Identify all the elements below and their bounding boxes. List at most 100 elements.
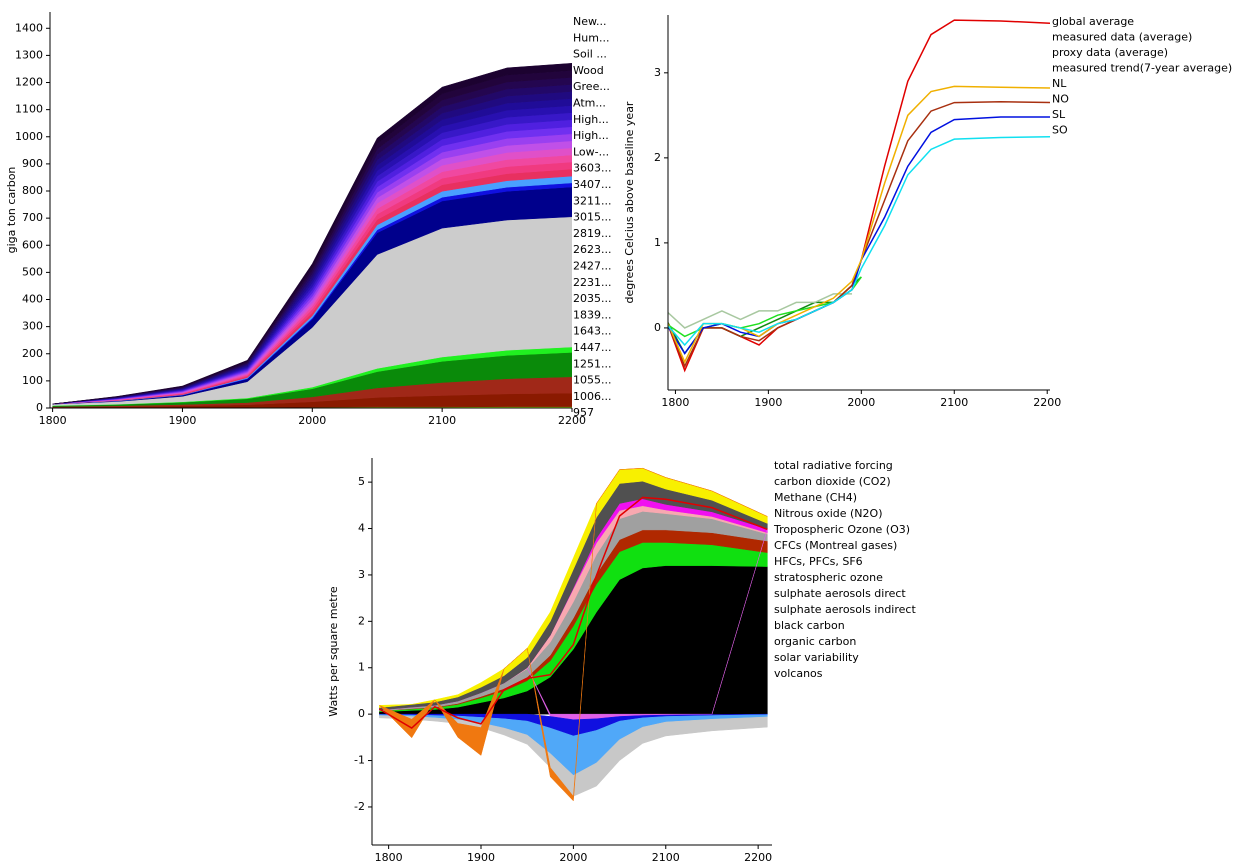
legend-label: High... [573,129,609,142]
x-tick-label: 1800 [375,851,403,864]
x-tick-label: 2200 [1033,396,1061,409]
legend-label: 3211... [573,194,611,207]
legend-label: organic carbon [774,635,856,648]
y-tick-label: 300 [22,320,43,333]
legend-label: SL [1052,108,1066,121]
y-axis-label: Watts per square metre [327,586,340,717]
legend-label: carbon dioxide (CO2) [774,475,891,488]
legend-label: SO [1052,124,1068,137]
y-tick-label: 0 [654,321,661,334]
legend-label: CFCs (Montreal gases) [774,539,897,552]
y-tick-label: 400 [22,293,43,306]
line [668,19,1050,373]
y-tick-label: 2 [654,151,661,164]
x-tick-label: 2000 [298,414,326,427]
y-tick-label: 1200 [15,76,43,89]
legend-label: sulphate aerosols direct [774,587,906,600]
legend-label: measured data (average) [1052,31,1192,44]
x-tick-label: 2100 [940,396,968,409]
line [668,116,1050,355]
legend-label: Low-... [573,145,609,158]
legend-label: measured trend(7-year average) [1052,62,1232,75]
x-tick-label: 2200 [558,414,586,427]
legend-label: 1643... [573,325,611,338]
y-tick-label: -1 [354,754,365,767]
x-tick-label: 1800 [39,414,67,427]
legend-label: black carbon [774,619,845,632]
legend-label: Nitrous oxide (N2O) [774,507,882,520]
x-tick-label: 1800 [661,396,689,409]
legend-label: sulphate aerosols indirect [774,603,916,616]
y-tick-label: -2 [354,800,365,813]
legend-label: solar variability [774,651,859,664]
legend-label: 1839... [573,308,611,321]
y-tick-label: 800 [22,184,43,197]
legend-label: total radiative forcing [774,459,893,472]
legend-label: 3407... [573,178,611,191]
legend-label: Tropospheric Ozone (O3) [773,523,910,536]
line [668,276,862,355]
legend-label: 1251... [573,357,611,370]
legend-label: 2231... [573,276,611,289]
legend-label: Wood [573,64,604,77]
plot-area [668,19,1050,373]
x-tick-label: 1900 [168,414,196,427]
legend-label: NO [1052,93,1069,106]
y-tick-label: 600 [22,238,43,251]
x-tick-label: 1900 [467,851,495,864]
y-tick-label: 100 [22,374,43,387]
legend-label: 1447... [573,341,611,354]
legend-label: Gree... [573,80,610,93]
legend-label: 3015... [573,211,611,224]
y-tick-label: 2 [358,614,365,627]
area [52,63,572,405]
x-tick-label: 2000 [847,396,875,409]
legend-label: NL [1052,77,1067,90]
legend-label: Soil ... [573,48,607,61]
legend-label: 957 [573,406,594,419]
line [668,100,1050,369]
x-tick-label: 1900 [754,396,782,409]
legend-label: volcanos [774,667,823,680]
legend-label: Methane (CH4) [774,491,857,504]
plot-area [52,63,572,408]
line [668,293,853,329]
y-axis-label: giga ton carbon [5,167,18,254]
y-tick-label: 0 [358,707,365,720]
y-tick-label: 4 [358,522,365,535]
x-tick-label: 2100 [652,851,680,864]
y-tick-label: 700 [22,211,43,224]
y-tick-label: 200 [22,347,43,360]
y-tick-label: 1 [654,236,661,249]
x-tick-label: 2200 [744,851,772,864]
y-axis-label: degrees Celcius above baseline year [623,101,636,303]
legend-label: HFCs, PFCs, SF6 [774,555,863,568]
chart: -2 -1 0 1 2 3 4 5 1800 1900 2000 2100 2200 Watts per … [327,458,916,864]
y-tick-label: 900 [22,157,43,170]
chart: 0 100 200 300 400 500 600 700 800 900 1000 1100 1200… [5,12,611,427]
line [668,85,1050,364]
legend-label: High... [573,113,609,126]
line [379,496,768,729]
y-tick-label: 3 [654,66,661,79]
y-tick-label: 500 [22,265,43,278]
legend-label: Atm... [573,97,606,110]
legend-label: 1006... [573,390,611,403]
y-tick-label: 1400 [15,21,43,34]
legend-label: stratospheric ozone [774,571,883,584]
y-tick-label: 1300 [15,48,43,61]
legend-label: 2623... [573,243,611,256]
y-tick-label: 0 [36,401,43,414]
legend-label: global average [1052,15,1134,28]
legend-label: 1055... [573,374,611,387]
legend-label: 2035... [573,292,611,305]
chart: 0 1 2 3 1800 1900 2000 2100 2200 degrees Celcius … [623,15,1232,409]
legend-label: 3603... [573,162,611,175]
y-tick-label: 5 [358,475,365,488]
y-tick-label: 3 [358,568,365,581]
x-tick-label: 2000 [559,851,587,864]
line [668,276,862,338]
legend-label: Hum... [573,31,609,44]
legend-label: proxy data (average) [1052,46,1168,59]
y-tick-label: 1000 [15,130,43,143]
